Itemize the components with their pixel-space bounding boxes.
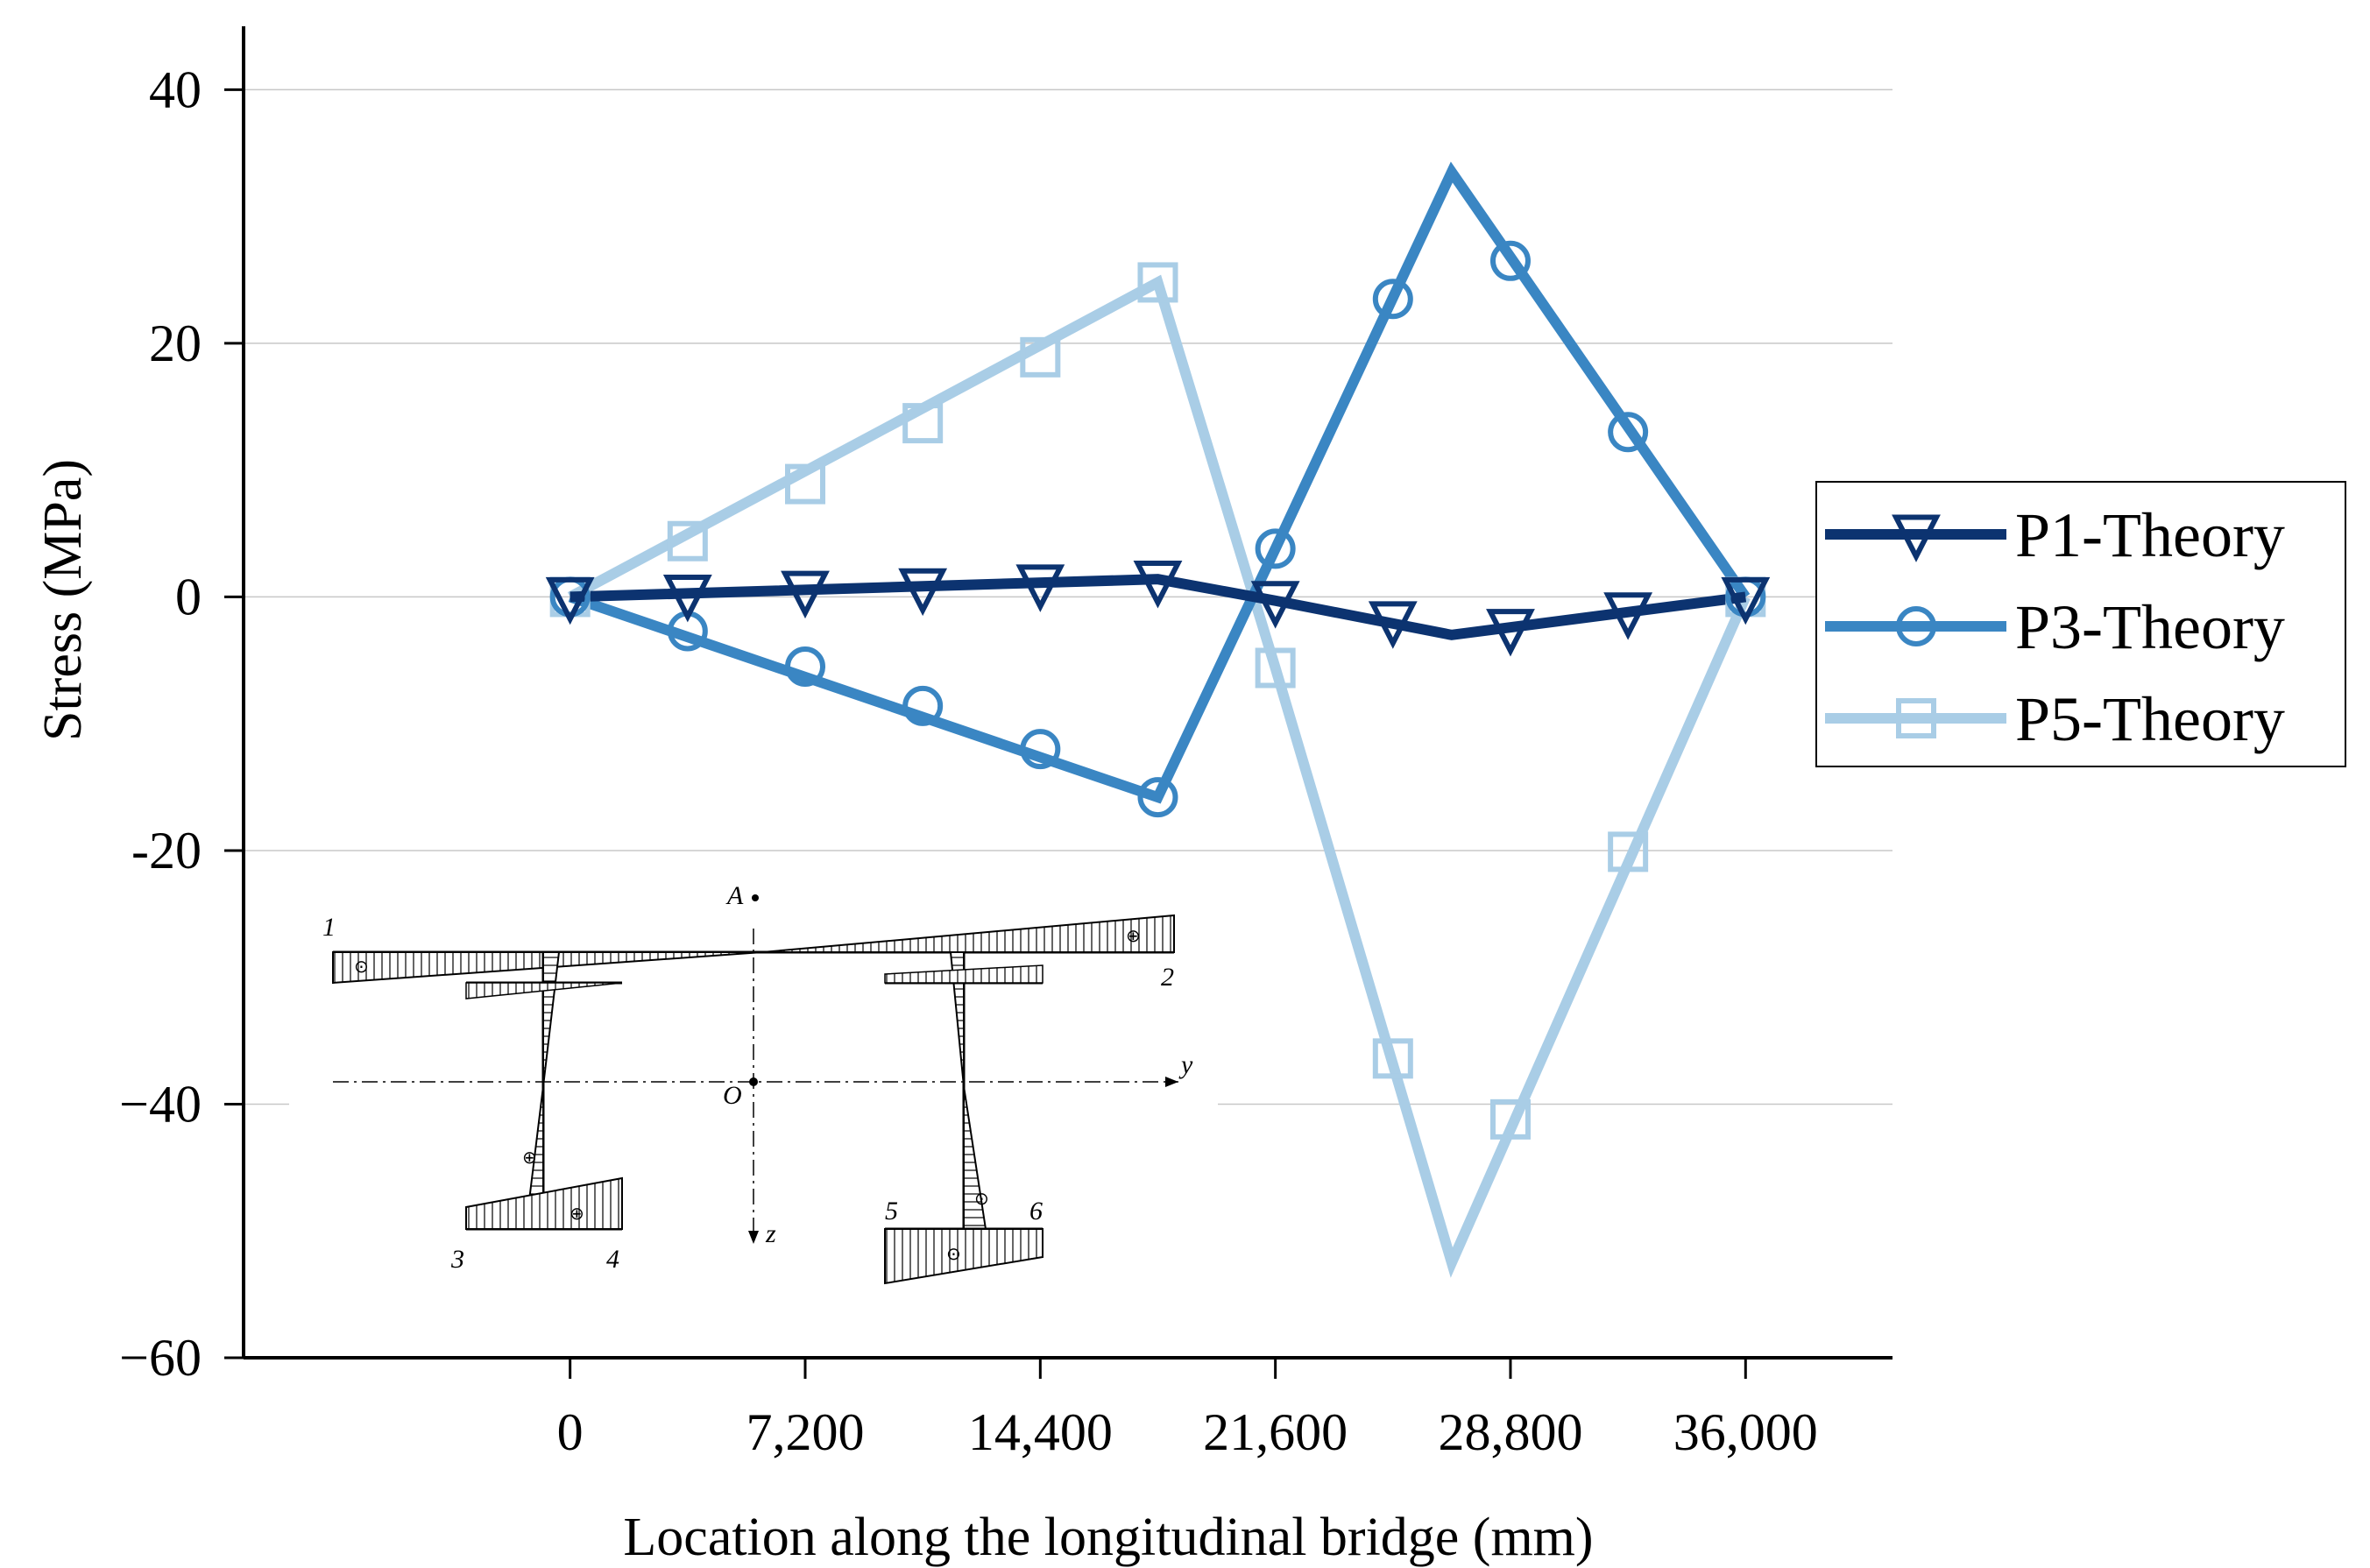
x-tick-label-0: 0 bbox=[557, 1403, 584, 1461]
marker-P1-Theory-9 bbox=[1603, 592, 1653, 640]
marker-P3-Theory-3 bbox=[902, 685, 944, 726]
inset-label-z: z bbox=[765, 1219, 776, 1248]
y-tick-label-2: 0 bbox=[175, 568, 202, 625]
inset-point-4: 4 bbox=[606, 1245, 619, 1274]
inset-sign-tension-web: ⊕ bbox=[522, 1147, 537, 1168]
right-upper-flange-stress bbox=[884, 964, 1044, 984]
y-tick-label-5: −60 bbox=[119, 1329, 202, 1387]
x-tick-label-4: 28,800 bbox=[1438, 1403, 1582, 1461]
marker-P3-Theory-7 bbox=[1372, 279, 1413, 320]
legend: P1-Theory P3-Theory P5-Theory bbox=[1815, 481, 2346, 767]
legend-marker-P5-Theory bbox=[1896, 698, 1936, 738]
y-tick-label-0: 40 bbox=[149, 60, 202, 118]
marker-P1-Theory-6 bbox=[1250, 581, 1300, 629]
top-flange-stress-right bbox=[761, 914, 1175, 953]
y-axis-arrow bbox=[1165, 1077, 1178, 1087]
right-web-stress bbox=[949, 951, 987, 1230]
shear-center-point bbox=[752, 894, 759, 901]
marker-P1-Theory-5 bbox=[1133, 561, 1183, 609]
marker-P3-Theory-6 bbox=[1255, 528, 1296, 569]
inset-point-1: 1 bbox=[322, 913, 336, 942]
cross-section-inset: 1 2 3 4 5 6 A O y z ⊙ ⊕ ⊕ ⊕ ⊙ ⊙ bbox=[289, 872, 1218, 1318]
marker-P1-Theory-8 bbox=[1486, 609, 1535, 657]
x-axis-title: Location along the longitudinal bridge (… bbox=[623, 1508, 1593, 1567]
legend-label-P3-Theory: P3-Theory bbox=[2015, 592, 2285, 662]
x-tick-label-1: 7,200 bbox=[746, 1403, 864, 1461]
marker-P1-Theory-0 bbox=[545, 576, 595, 625]
x-tick-label-3: 21,600 bbox=[1203, 1403, 1348, 1461]
left-web-stress bbox=[524, 951, 561, 1230]
marker-P5-Theory-9 bbox=[1608, 831, 1649, 872]
series-line-P5-Theory bbox=[567, 274, 1751, 1278]
marker-P5-Theory-8 bbox=[1489, 1098, 1531, 1140]
legend-marker-P3-Theory bbox=[1896, 606, 1936, 646]
x-tick-label-2: 14,400 bbox=[968, 1403, 1113, 1461]
left-bottom-flange-stress bbox=[465, 1176, 623, 1230]
y-tick-label-3: -20 bbox=[131, 822, 202, 879]
inset-sign-tension-2: ⊕ bbox=[1126, 925, 1141, 946]
legend-label-P5-Theory: P5-Theory bbox=[2015, 684, 2285, 754]
series-markers bbox=[545, 240, 1771, 1140]
marker-P5-Theory-4 bbox=[1020, 336, 1061, 378]
series-line-P3-Theory bbox=[568, 161, 1751, 804]
legend-label-P1-Theory: P1-Theory bbox=[2015, 500, 2285, 570]
y-axis-title: Stress (MPa) bbox=[33, 459, 93, 741]
inset-sign-compression-web: ⊙ bbox=[974, 1188, 989, 1209]
y-tick-label-4: −40 bbox=[119, 1075, 202, 1133]
right-bottom-flange-stress bbox=[884, 1228, 1044, 1285]
inset-label-a: A bbox=[725, 881, 744, 910]
marker-P5-Theory-1 bbox=[667, 520, 708, 562]
marker-P3-Theory-2 bbox=[784, 646, 825, 688]
inset-sign-compression-6: ⊙ bbox=[946, 1243, 961, 1264]
marker-P3-Theory-8 bbox=[1489, 240, 1531, 281]
marker-P3-Theory-9 bbox=[1608, 412, 1649, 453]
y-tick-label-1: 20 bbox=[149, 314, 202, 372]
inset-point-3: 3 bbox=[450, 1245, 464, 1274]
series-lines bbox=[567, 161, 1751, 1278]
series-line-P1-Theory bbox=[570, 574, 1747, 640]
marker-P5-Theory-5 bbox=[1137, 262, 1178, 303]
inset-sign-tension-4: ⊕ bbox=[570, 1203, 584, 1224]
legend-marker-P1-Theory bbox=[1892, 514, 1941, 562]
inset-point-2: 2 bbox=[1161, 963, 1174, 992]
left-upper-flange-stress bbox=[465, 982, 623, 999]
inset-label-y: y bbox=[1178, 1050, 1193, 1079]
marker-P5-Theory-3 bbox=[902, 403, 944, 444]
inset-label-o: O bbox=[723, 1081, 742, 1110]
marker-P5-Theory-2 bbox=[784, 463, 825, 505]
marker-P1-Theory-1 bbox=[662, 574, 712, 623]
marker-P1-Theory-2 bbox=[781, 570, 830, 619]
z-axis-arrow bbox=[748, 1231, 759, 1244]
x-tick-label-5: 36,000 bbox=[1673, 1403, 1818, 1461]
marker-P3-Theory-4 bbox=[1020, 729, 1061, 770]
tick-marks bbox=[224, 88, 1747, 1379]
marker-P1-Theory-4 bbox=[1015, 564, 1065, 612]
marker-P1-Theory-3 bbox=[898, 568, 948, 617]
marker-P5-Theory-6 bbox=[1255, 647, 1296, 689]
inset-point-5: 5 bbox=[885, 1197, 898, 1225]
marker-P1-Theory-10 bbox=[1721, 576, 1771, 625]
marker-P3-Theory-5 bbox=[1137, 777, 1178, 818]
marker-P5-Theory-7 bbox=[1372, 1038, 1413, 1079]
inset-point-6: 6 bbox=[1029, 1197, 1043, 1225]
inset-sign-compression-1: ⊙ bbox=[354, 956, 369, 977]
axes bbox=[242, 26, 1892, 1360]
marker-P1-Theory-7 bbox=[1368, 601, 1418, 649]
centroid-point bbox=[749, 1077, 758, 1086]
